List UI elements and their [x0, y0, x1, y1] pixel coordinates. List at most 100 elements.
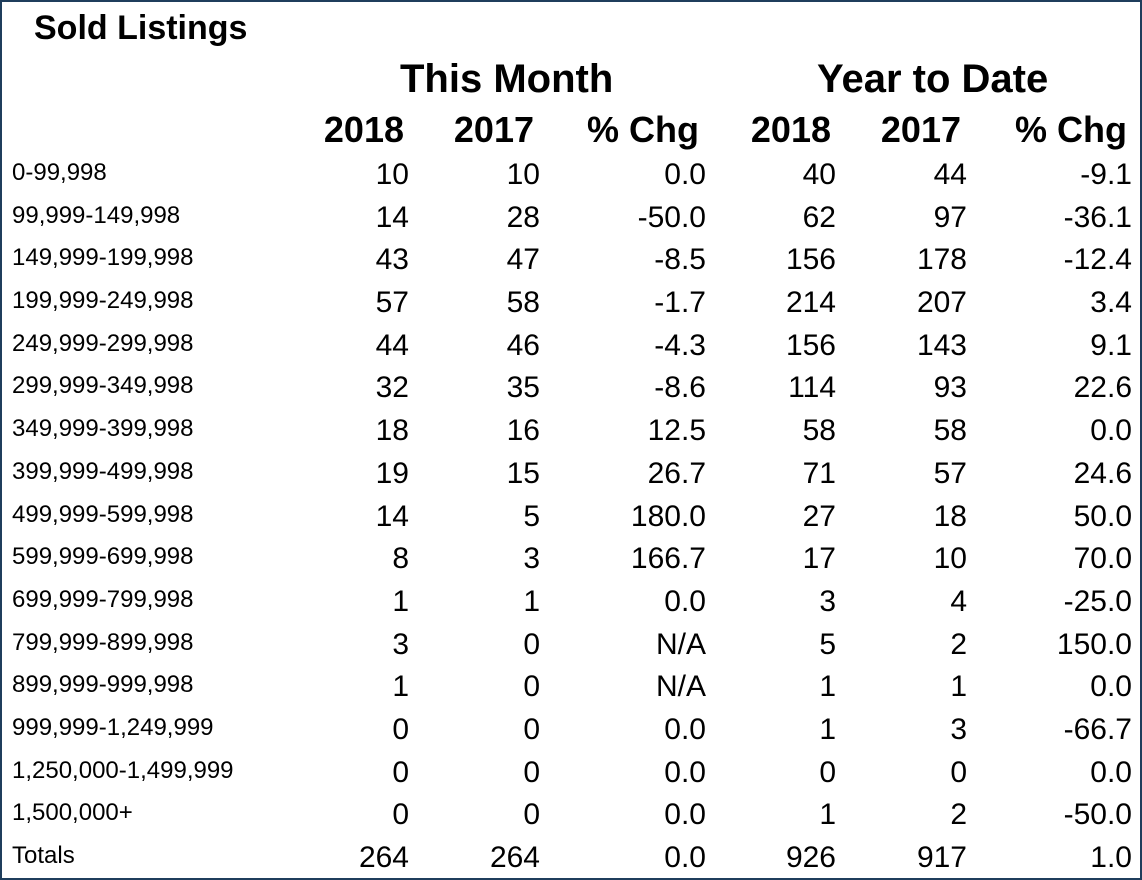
- cell-ytd-2018: 40: [802, 158, 836, 191]
- cell-ytd-2017: 0: [950, 755, 967, 789]
- row-label: 249,999-299,998: [12, 329, 194, 357]
- cell-month-2018: 0: [392, 712, 409, 746]
- cell-month-2018: 1: [392, 584, 409, 618]
- table-row: 899,999-999,998 1 0 N/A 1 1 0.0: [2, 666, 1140, 709]
- cell-ytd-2017: 178: [916, 243, 967, 277]
- row-label: 349,999-399,998: [12, 415, 194, 443]
- cell-month-2018: 14: [375, 200, 409, 234]
- cell-month-2018: 0: [392, 755, 409, 789]
- cell-ytd-2017: 143: [916, 328, 967, 362]
- cell-ytd-2017: 207: [916, 286, 967, 320]
- cell-ytd-pct-chg: 0.0: [1090, 414, 1132, 448]
- cell-month-2018: 44: [375, 328, 409, 362]
- cell-ytd-2018: 17: [802, 542, 836, 576]
- cell-month-2018: 1: [392, 670, 409, 704]
- cell-month-2017: 16: [506, 414, 540, 448]
- cell-ytd-2017: 57: [933, 456, 967, 490]
- cell-ytd-pct-chg: 24.6: [1073, 456, 1132, 490]
- row-label: 1,250,000-1,499,999: [12, 756, 234, 784]
- cell-ytd-2018: 926: [785, 841, 836, 874]
- cell-month-pct-chg: -4.3: [654, 328, 706, 362]
- cell-ytd-2018: 156: [785, 328, 836, 362]
- cell-month-2017: 58: [506, 286, 540, 320]
- row-label: 499,999-599,998: [12, 500, 194, 528]
- cell-month-pct-chg: 26.7: [647, 456, 706, 490]
- cell-month-2017: 46: [506, 328, 540, 362]
- cell-month-pct-chg: 0.0: [664, 841, 706, 874]
- row-label: 699,999-799,998: [12, 585, 194, 613]
- row-label: 899,999-999,998: [12, 671, 194, 699]
- cell-ytd-pct-chg: -50.0: [1063, 798, 1132, 832]
- cell-month-2017: 0: [523, 798, 540, 832]
- cell-month-pct-chg: -1.7: [654, 286, 706, 320]
- table-row: 699,999-799,998 1 1 0.0 3 4 -25.0: [2, 581, 1140, 624]
- cell-month-pct-chg: N/A: [655, 627, 706, 661]
- cell-month-pct-chg: 166.7: [630, 542, 706, 576]
- cell-ytd-2018: 156: [785, 243, 836, 277]
- cell-ytd-2017: 18: [933, 499, 967, 533]
- cell-ytd-2017: 10: [933, 542, 967, 576]
- cell-month-pct-chg: 0.0: [664, 798, 706, 832]
- cell-month-2017: 3: [523, 542, 540, 576]
- cell-ytd-2018: 58: [802, 414, 836, 448]
- cell-month-2018: 264: [358, 841, 409, 874]
- cell-month-pct-chg: 180.0: [630, 499, 706, 533]
- cell-ytd-2017: 93: [933, 371, 967, 405]
- group-header-this-month: This Month: [400, 57, 614, 101]
- cell-ytd-2018: 71: [802, 456, 836, 490]
- cell-ytd-2018: 1: [819, 670, 836, 704]
- cell-ytd-pct-chg: 0.0: [1090, 670, 1132, 704]
- cell-ytd-2018: 62: [802, 200, 836, 234]
- row-label: 599,999-699,998: [12, 543, 194, 571]
- cell-month-2018: 10: [375, 158, 409, 191]
- cell-ytd-pct-chg: 22.6: [1073, 371, 1132, 405]
- row-label: Totals: [12, 842, 75, 869]
- table-row: 349,999-399,998 18 16 12.5 58 58 0.0: [2, 410, 1140, 453]
- column-header-ytd-pct-chg: % Chg: [1015, 109, 1127, 150]
- cell-ytd-2018: 3: [819, 584, 836, 618]
- cell-ytd-pct-chg: 1.0: [1090, 841, 1132, 874]
- cell-ytd-2017: 44: [933, 158, 967, 191]
- cell-ytd-pct-chg: 50.0: [1073, 499, 1132, 533]
- table-row: 249,999-299,998 44 46 -4.3 156 143 9.1: [2, 325, 1140, 368]
- table-row: 499,999-599,998 14 5 180.0 27 18 50.0: [2, 496, 1140, 539]
- cell-month-2017: 10: [506, 158, 540, 191]
- group-header-year-to-date: Year to Date: [817, 57, 1049, 101]
- row-label: 99,999-149,998: [12, 201, 181, 229]
- cell-ytd-pct-chg: -36.1: [1063, 200, 1132, 234]
- cell-month-pct-chg: 0.0: [664, 584, 706, 618]
- cell-ytd-pct-chg: 70.0: [1073, 542, 1132, 576]
- row-label: 0-99,998: [12, 159, 107, 186]
- cell-ytd-pct-chg: -66.7: [1063, 712, 1132, 746]
- cell-ytd-2017: 4: [950, 584, 967, 618]
- row-label: 149,999-199,998: [12, 244, 194, 272]
- cell-ytd-2018: 27: [802, 499, 836, 533]
- cell-month-2018: 32: [375, 371, 409, 405]
- table-row: 149,999-199,998 43 47 -8.5 156 178 -12.4: [2, 239, 1140, 282]
- cell-month-2018: 14: [375, 499, 409, 533]
- table-title: Sold Listings: [34, 9, 248, 47]
- table-row: 399,999-499,998 19 15 26.7 71 57 24.6: [2, 453, 1140, 496]
- cell-month-2018: 18: [375, 414, 409, 448]
- cell-ytd-2017: 58: [933, 414, 967, 448]
- cell-month-2017: 0: [523, 755, 540, 789]
- table-body: 0-99,998 10 10 0.0 40 44 -9.1 99,999-149,998 14 2…: [2, 154, 1140, 880]
- cell-ytd-2018: 114: [788, 371, 836, 405]
- cell-ytd-2018: 0: [819, 755, 836, 789]
- totals-row: Totals 264 264 0.0 926 917 1.0: [2, 837, 1140, 880]
- cell-ytd-pct-chg: -25.0: [1063, 584, 1132, 618]
- cell-ytd-pct-chg: 0.0: [1090, 755, 1132, 789]
- column-header-month-2017: 2017: [453, 109, 534, 150]
- cell-month-2017: 47: [506, 243, 540, 277]
- cell-ytd-2018: 214: [785, 286, 836, 320]
- cell-month-pct-chg: 0.0: [664, 712, 706, 746]
- cell-ytd-2017: 917: [916, 841, 967, 874]
- cell-month-pct-chg: 12.5: [647, 414, 706, 448]
- cell-ytd-2017: 2: [950, 798, 967, 832]
- cell-ytd-pct-chg: 9.1: [1090, 328, 1132, 362]
- cell-month-2017: 0: [523, 670, 540, 704]
- row-label: 799,999-899,998: [12, 628, 194, 656]
- cell-month-2018: 43: [375, 243, 409, 277]
- cell-ytd-pct-chg: -9.1: [1080, 158, 1132, 191]
- table-row: 199,999-249,998 57 58 -1.7 214 207 3.4: [2, 282, 1140, 325]
